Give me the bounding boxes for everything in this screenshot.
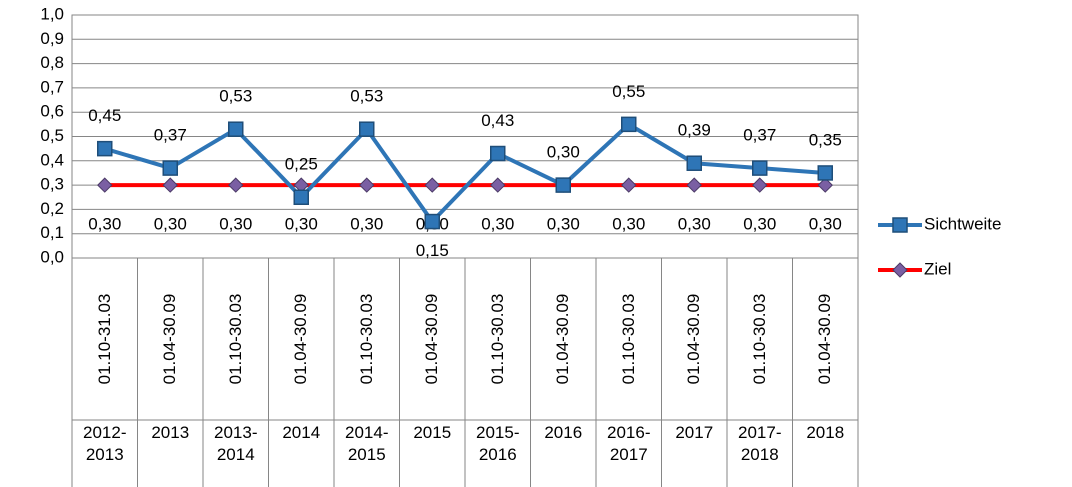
x-tick-label: 01.04-30.09: [684, 293, 704, 385]
data-label: 0,15: [416, 241, 449, 260]
x-tick-label: 01.04-30.09: [815, 293, 835, 385]
data-label: 0,37: [154, 126, 187, 145]
data-label: 0,30: [612, 215, 645, 234]
legend-label: Sichtweite: [924, 214, 1001, 233]
data-label: 0,30: [219, 215, 252, 234]
marker: [555, 177, 571, 193]
marker: [817, 177, 833, 193]
x-tick-label: 01.04-30.09: [291, 293, 311, 385]
marker: [359, 121, 375, 137]
data-label: 0,45: [88, 106, 121, 125]
y-tick-label: 0,6: [40, 102, 64, 121]
data-label: 0,30: [547, 143, 580, 162]
data-label: 0,43: [481, 111, 514, 130]
x-tick-label: 01.10-30.03: [487, 293, 507, 385]
marker: [752, 177, 768, 193]
data-label: 0,30: [285, 215, 318, 234]
y-tick-label: 0,5: [40, 126, 64, 145]
y-tick-label: 0,7: [40, 77, 64, 96]
marker: [97, 140, 113, 157]
y-tick-label: 0,9: [40, 29, 64, 48]
data-label: 0,37: [743, 126, 776, 145]
data-label: 0,30: [154, 215, 187, 234]
marker: [817, 165, 833, 181]
marker: [293, 189, 309, 205]
x-group-label: 2017: [675, 423, 714, 442]
x-group-label: 2015-2016: [476, 423, 520, 464]
data-label: 0,30: [743, 215, 776, 234]
y-tick-label: 0,0: [40, 247, 64, 266]
marker: [686, 177, 702, 193]
y-tick-label: 0,2: [40, 199, 64, 218]
marker: [686, 155, 702, 171]
x-group-label: 2016: [544, 423, 583, 442]
x-tick-label: 01.10-30.03: [749, 293, 769, 385]
x-tick-label: 01.04-30.09: [422, 293, 442, 385]
data-label: 0,30: [88, 215, 121, 234]
data-label: 0,53: [350, 87, 383, 106]
data-label: 0,30: [809, 215, 842, 234]
x-group-label: 2014-2015: [345, 423, 389, 464]
data-label: 0,30: [481, 215, 514, 234]
marker: [752, 160, 768, 176]
x-tick-label: 01.10-30.03: [356, 293, 376, 385]
marker: [490, 177, 506, 193]
x-tick-label: 01.10-31.03: [94, 293, 114, 385]
marker: [359, 177, 375, 193]
marker: [228, 121, 244, 137]
x-group-label: 2012-2013: [83, 423, 127, 464]
series-line: [104, 122, 826, 224]
marker: [162, 160, 178, 176]
x-group-label: 2015: [413, 423, 452, 442]
y-tick-label: 1,0: [40, 4, 64, 23]
data-label: 0,35: [809, 130, 842, 149]
legend-marker: [892, 217, 908, 233]
x-group-label: 2017-2018: [738, 423, 782, 464]
x-group-label: 2014: [282, 423, 321, 442]
marker: [228, 177, 244, 193]
marker: [162, 177, 178, 193]
x-group-label: 2013: [151, 423, 190, 442]
marker: [97, 177, 113, 193]
x-tick-label: 01.10-30.03: [618, 293, 638, 385]
x-group-label: 2013-2014: [214, 423, 258, 464]
y-tick-label: 0,8: [40, 53, 64, 72]
y-tick-label: 0,4: [40, 150, 64, 169]
marker: [490, 145, 506, 162]
marker: [621, 177, 637, 193]
data-label: 0,25: [285, 155, 318, 174]
legend-marker: [892, 262, 908, 278]
data-label: 0,30: [547, 215, 580, 234]
y-tick-label: 0,3: [40, 175, 64, 194]
marker: [424, 177, 440, 193]
x-tick-label: 01.04-30.09: [160, 293, 180, 385]
legend-label: Ziel: [924, 259, 951, 278]
data-label: 0,39: [678, 121, 711, 140]
marker: [424, 213, 440, 230]
x-tick-label: 01.10-30.03: [225, 293, 245, 385]
data-label: 0,30: [350, 215, 383, 234]
data-label: 0,55: [612, 82, 645, 101]
data-label: 0,30: [678, 215, 711, 234]
data-label: 0,53: [219, 87, 252, 106]
x-group-label: 2016-2017: [607, 423, 651, 464]
x-tick-label: 01.04-30.09: [553, 293, 573, 385]
marker: [621, 116, 637, 133]
x-group-label: 2018: [806, 423, 845, 442]
y-tick-label: 0,1: [40, 223, 64, 242]
